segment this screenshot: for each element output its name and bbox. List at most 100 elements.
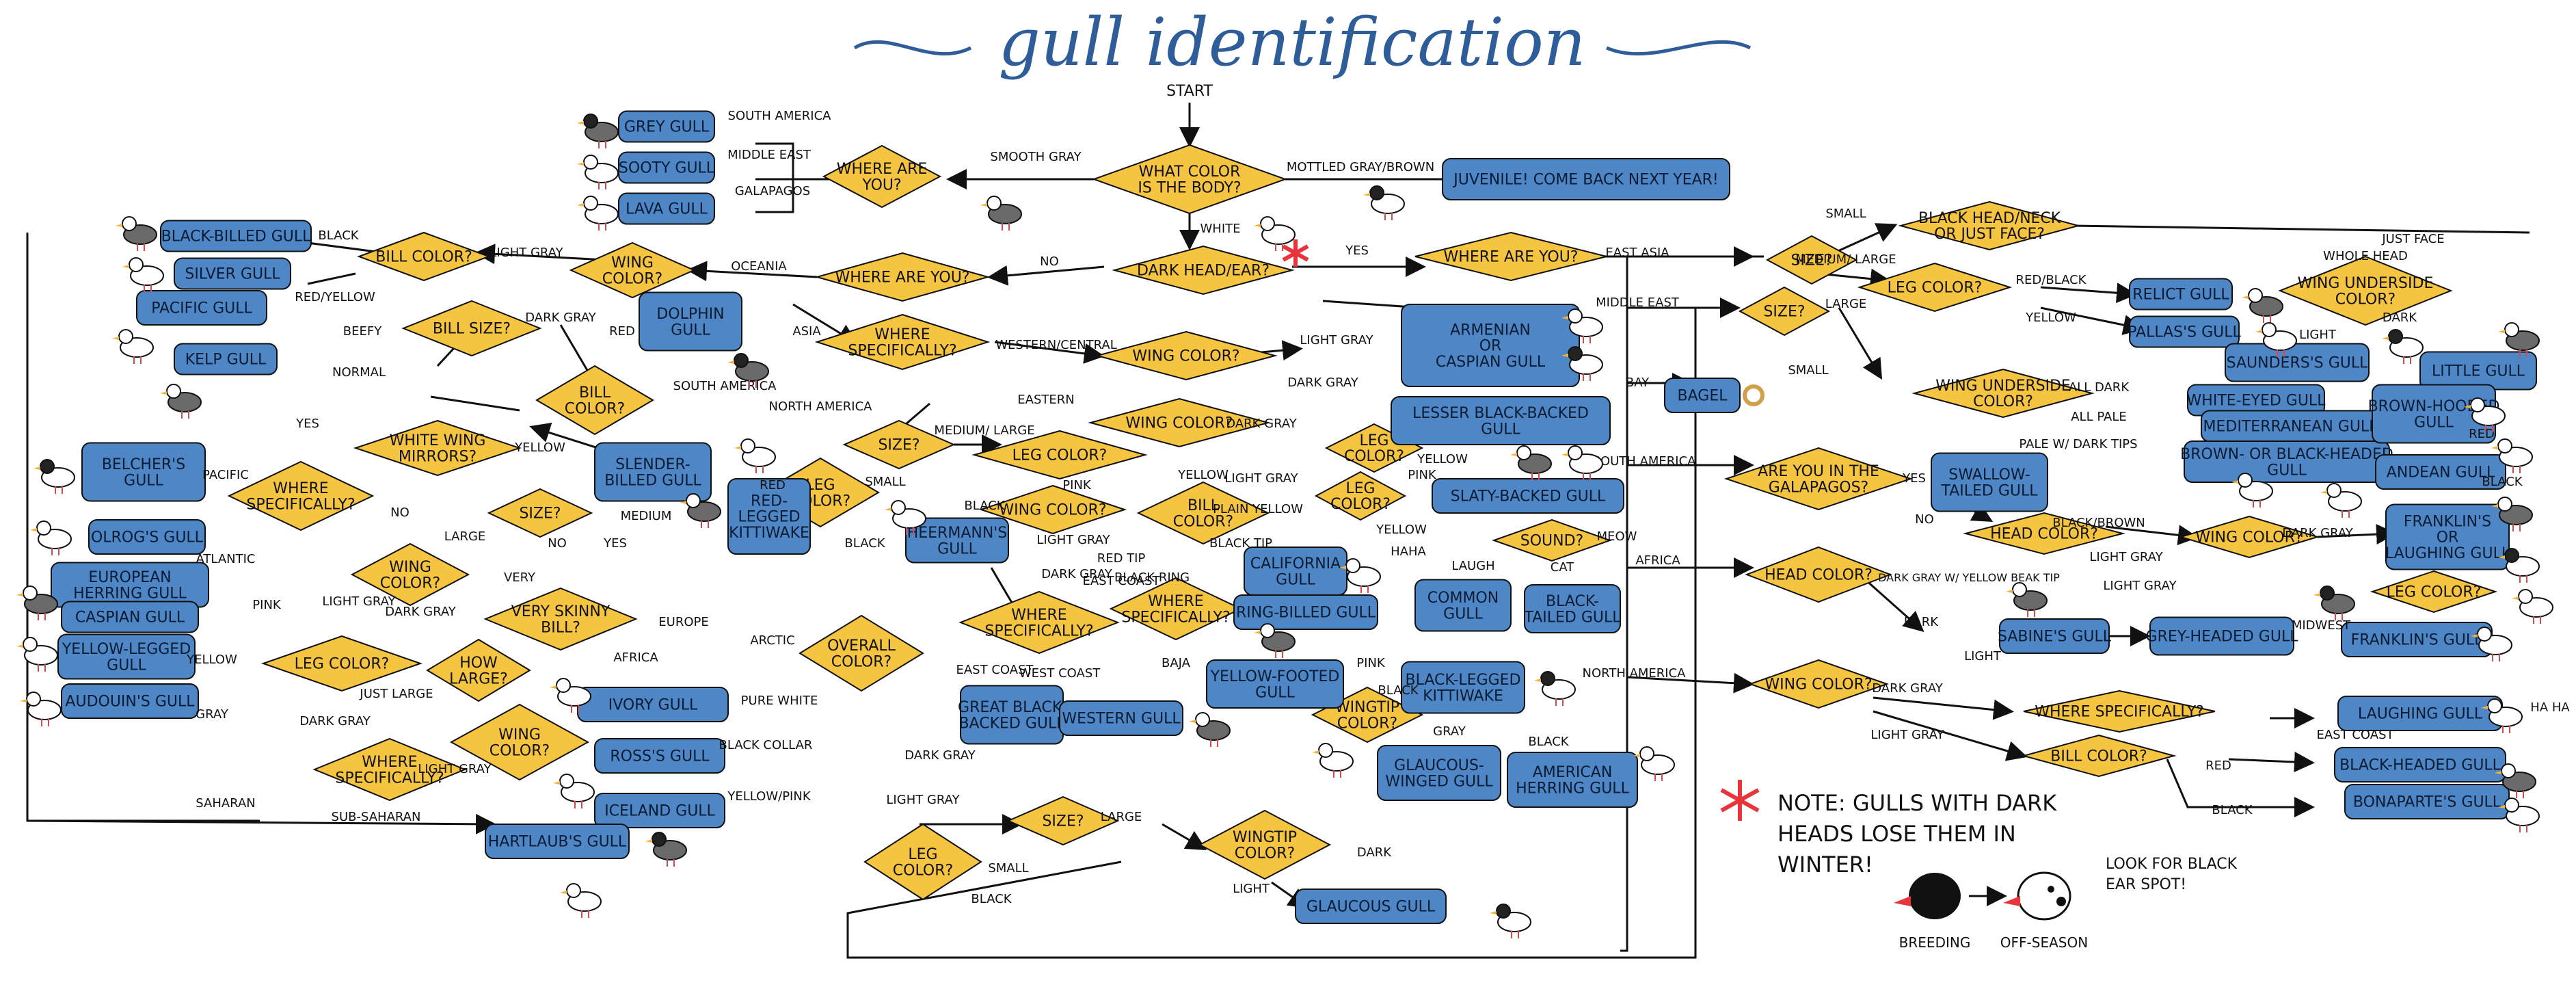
- leaf-european-text: HERRING GULL: [73, 585, 187, 602]
- edge-label-eastcoast3: EAST COAST: [2317, 728, 2395, 742]
- edge-label-eastasia: EAST ASIA: [1605, 246, 1669, 260]
- leaf-redlegged-text: RED-: [751, 493, 788, 510]
- leaf-redlegged-text: KITTIWAKE: [729, 525, 809, 542]
- edge-label-africa1: AFRICA: [613, 650, 658, 665]
- leaf-saunders-text: SAUNDERS'S GULL: [2227, 355, 2368, 372]
- decision-size1: SIZE?: [487, 488, 593, 538]
- leaf-laughing: LAUGHING GULL: [2337, 696, 2503, 731]
- decision-wherespec6: WHERE SPECIFICALLY?: [2023, 689, 2216, 733]
- edge-label-asia: ASIA: [792, 324, 821, 339]
- leaf-franklin-text: FRANKLIN'S GULL: [2351, 632, 2484, 649]
- edge-label-northamerica1: NORTH AMERICA: [769, 399, 873, 414]
- decision-wingc7-text: WING COLOR?: [1765, 676, 1872, 694]
- leaf-pacific: PACIFIC GULL: [136, 290, 267, 326]
- edge-label-galapagos_l: GALAPAGOS: [735, 184, 810, 198]
- leaf-sabine: SABINE'S GULL: [1998, 618, 2112, 654]
- gull-illustrations: [16, 114, 2553, 938]
- edge-label-lightgray6: LIGHT GRAY: [886, 793, 960, 807]
- edge-label-red2: RED: [760, 478, 786, 492]
- edge-label-eastcoast2: EAST COAST: [1083, 574, 1161, 588]
- leaf-brownorblack-text: BROWN- OR BLACK-HEADED: [2180, 446, 2393, 463]
- leaf-glaucouswinged-text: WINGED GULL: [1385, 773, 1493, 790]
- gull-icon: [1561, 346, 1603, 381]
- edge-label-lightgray9: LIGHT GRAY: [2103, 579, 2177, 593]
- leaf-blacklegged-text: BLACK-LEGGED: [1405, 672, 1520, 689]
- start-label: START: [1166, 83, 1213, 100]
- edge-label-black1: BLACK: [318, 228, 359, 243]
- gull-icon: [1633, 746, 1675, 781]
- edge-label-pacific_l: PACIFIC: [202, 468, 249, 482]
- decision-wingc7: WING COLOR?: [1747, 659, 1890, 709]
- leaf-armenian-text: OR: [1479, 338, 1502, 355]
- leaf-olrog-text: OLROG'S GULL: [91, 529, 204, 547]
- gull-icon: [2491, 438, 2533, 473]
- edge-label-beefy: BEEFY: [343, 324, 382, 339]
- decision-legc5-text: LEG: [1346, 480, 1376, 497]
- edge-label-northamerica2: NORTH AMERICA: [1583, 666, 1687, 681]
- gull-icon: [577, 114, 619, 148]
- edge-label-smoothgray: SMOOTH GRAY: [990, 150, 1082, 164]
- gull-icon: [1254, 623, 1296, 658]
- leaf-laughing-text: LAUGHING GULL: [2358, 706, 2483, 723]
- leaf-california-text: CALIFORNIA: [1250, 555, 1341, 573]
- edge-label-yes3: YES: [603, 536, 627, 551]
- leaf-glaucouswinged: GLAUCOUS-WINGED GULL: [1377, 745, 1501, 801]
- decision-whereyes-text: WHERE ARE YOU?: [1444, 249, 1579, 266]
- leaf-grey: GREY GULL: [618, 110, 715, 143]
- gull-icon: [30, 521, 72, 555]
- gull-icon: [1561, 308, 1603, 343]
- edge-label-westcentral: WESTERN/CENTRAL: [995, 338, 1117, 352]
- decision-sound-text: SOUND?: [1520, 533, 1583, 550]
- note-asterisk-icon: [1720, 780, 1760, 821]
- decision-size4-text: SIZE?: [1790, 252, 1832, 269]
- decision-wherespec5-text: WHERE: [1148, 593, 1203, 610]
- leaf-glaucouswinged-text: GLAUCOUS-: [1394, 757, 1484, 774]
- edge-label-midwest: MIDWEST: [2292, 618, 2351, 633]
- edge-label-black5: BLACK: [1378, 683, 1419, 698]
- edge-label-medium: MEDIUM: [621, 509, 672, 523]
- edge-label-yes4: YES: [1902, 471, 1926, 486]
- edge-label-yellow1: YELLOW: [514, 440, 565, 455]
- decision-wherespec4-text: WHERE: [1011, 607, 1066, 624]
- leaf-juvenile: JUVENILE! COME BACK NEXT YEAR!: [1442, 158, 1730, 200]
- decision-sound: SOUND?: [1491, 518, 1613, 562]
- leaf-blackbilled: BLACK-BILLED GULL: [160, 220, 312, 252]
- decision-whereno: WHERE ARE YOU?: [814, 252, 991, 302]
- decision-billc3-text: BILL: [1188, 497, 1220, 514]
- edge-label-alldark: ALL DARK: [2069, 380, 2130, 395]
- decision-headc1: HEAD COLOR?: [1963, 512, 2125, 555]
- decision-wingunder1-text: WING UNDERSIDE: [2298, 275, 2434, 292]
- leaf-glaucous-text: GLAUCOUS GULL: [1306, 899, 1436, 916]
- gull-icon: [2006, 582, 2048, 617]
- leaf-andean: ANDEAN GULL: [2375, 454, 2506, 490]
- decision-legc8-text: LEG COLOR?: [2387, 584, 2482, 601]
- decision-wingc4-text: WING COLOR?: [1125, 415, 1233, 432]
- leaf-whiteeyed: WHITE-EYED GULL: [2187, 384, 2326, 417]
- decision-billc4-text: BILL COLOR?: [2050, 748, 2147, 765]
- edge-label-mediumlarge2: MEDIUM/ LARGE: [1795, 252, 1896, 267]
- leaf-kelp: KELP GULL: [174, 343, 278, 376]
- edge-label-lightgray1: LIGHT GRAY: [489, 246, 563, 260]
- edge-label-arctic: ARCTIC: [750, 633, 794, 648]
- leaf-redlegged-text: LEGGED: [738, 509, 800, 526]
- edge-label-lightgray7: LIGHT GRAY: [1224, 471, 1298, 486]
- leaf-common-text: GULL: [1443, 605, 1483, 622]
- edge-label-darkgray7: DARK GRAY: [1226, 417, 1298, 431]
- leaf-sooty-text: SOOTY GULL: [619, 160, 715, 177]
- leaf-ross: ROSS'S GULL: [594, 738, 725, 774]
- gull-icon: [560, 883, 602, 918]
